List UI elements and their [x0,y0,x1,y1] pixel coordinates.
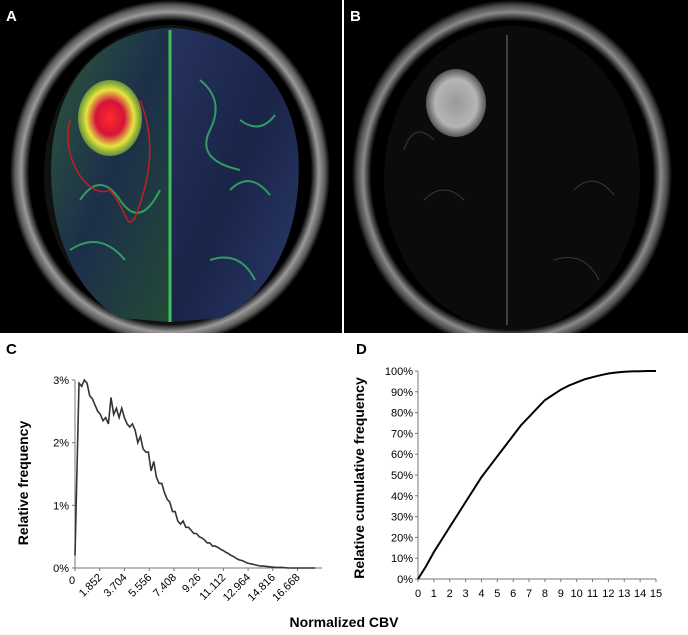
chart-c-x-tick-label: 3.704 [102,572,130,600]
perfusion-map-image [10,0,330,333]
chart-d-x-tick-label: 8 [542,588,548,600]
chart-d-x-tick-label: 6 [510,588,516,600]
chart-d-x-tick-label: 2 [447,588,453,600]
chart-d-x-tick-label: 4 [478,588,484,600]
panel-label-b: B [350,8,361,25]
chart-d-x-tick-label: 15 [650,588,662,600]
chart-d-x-tick-label: 0 [415,588,421,600]
panel-b-mri-image [344,0,688,333]
chart-d-y-tick-label: 0% [397,574,413,586]
shared-x-axis-label: Normalized CBV [289,614,399,630]
chart-c-relative-frequency: Relative frequency 0% 1% 2% 3% 0 1.8523.7045.… [15,375,322,604]
chart-c-x-tick-label: 7.408 [151,572,179,600]
chart-c-x-tick-label: 16.668 [270,572,302,604]
chart-c-y-tick-label: 3% [53,375,69,387]
chart-d-x-tick-label: 3 [463,588,469,600]
chart-d-y-tick-label: 30% [391,512,413,524]
panel-label-d: D [356,341,367,358]
chart-d-y-tick-label: 60% [391,449,413,461]
chart-d-x-tick-label: 1 [431,588,437,600]
chart-d-x-tick-label: 7 [526,588,532,600]
chart-d-x-tick-label: 5 [494,588,500,600]
chart-d-y-tick-label: 80% [391,408,413,420]
chart-d-x-tick-label: 9 [558,588,564,600]
chart-c-y-tick-label: 2% [53,438,69,450]
chart-c-ylabel: Relative frequency [15,421,31,546]
chart-d-ylabel: Relative cumulative frequency [351,377,367,579]
chart-c-y-tick-label: 1% [53,500,69,512]
chart-d-x-tick-label: 11 [587,588,598,600]
chart-c-y-tick-label: 0% [53,563,69,575]
chart-d-y-tick-label: 70% [391,428,413,440]
chart-d-y-tick-label: 50% [391,470,413,482]
chart-c-series-line [74,378,316,569]
chart-d-cumulative-frequency: Relative cumulative frequency 0%10%20%30… [351,366,662,600]
chart-d-y-tick-label: 100% [385,366,413,378]
chart-c-x-tick-label: 5.556 [126,572,154,600]
chart-d-series-line [417,370,656,580]
chart-c-x-tick-label: 0 [69,575,75,587]
panel-label-c: C [6,341,17,358]
chart-d-x-tick-label: 12 [602,588,614,600]
chart-d-y-tick-label: 20% [391,532,413,544]
chart-d-y-tick-label: 40% [391,491,413,503]
panel-a-perfusion-map [0,0,342,333]
chart-d-y-tick-label: 10% [391,553,413,565]
chart-c-x-tick-label: 1.852 [77,572,105,600]
panel-label-a: A [6,8,17,25]
chart-d-y-tick-label: 90% [391,387,413,399]
chart-d-x-tick-label: 14 [634,588,646,600]
mri-image [352,0,672,333]
chart-d-x-tick-label: 13 [618,588,630,600]
chart-d-x-tick-label: 10 [571,588,583,600]
